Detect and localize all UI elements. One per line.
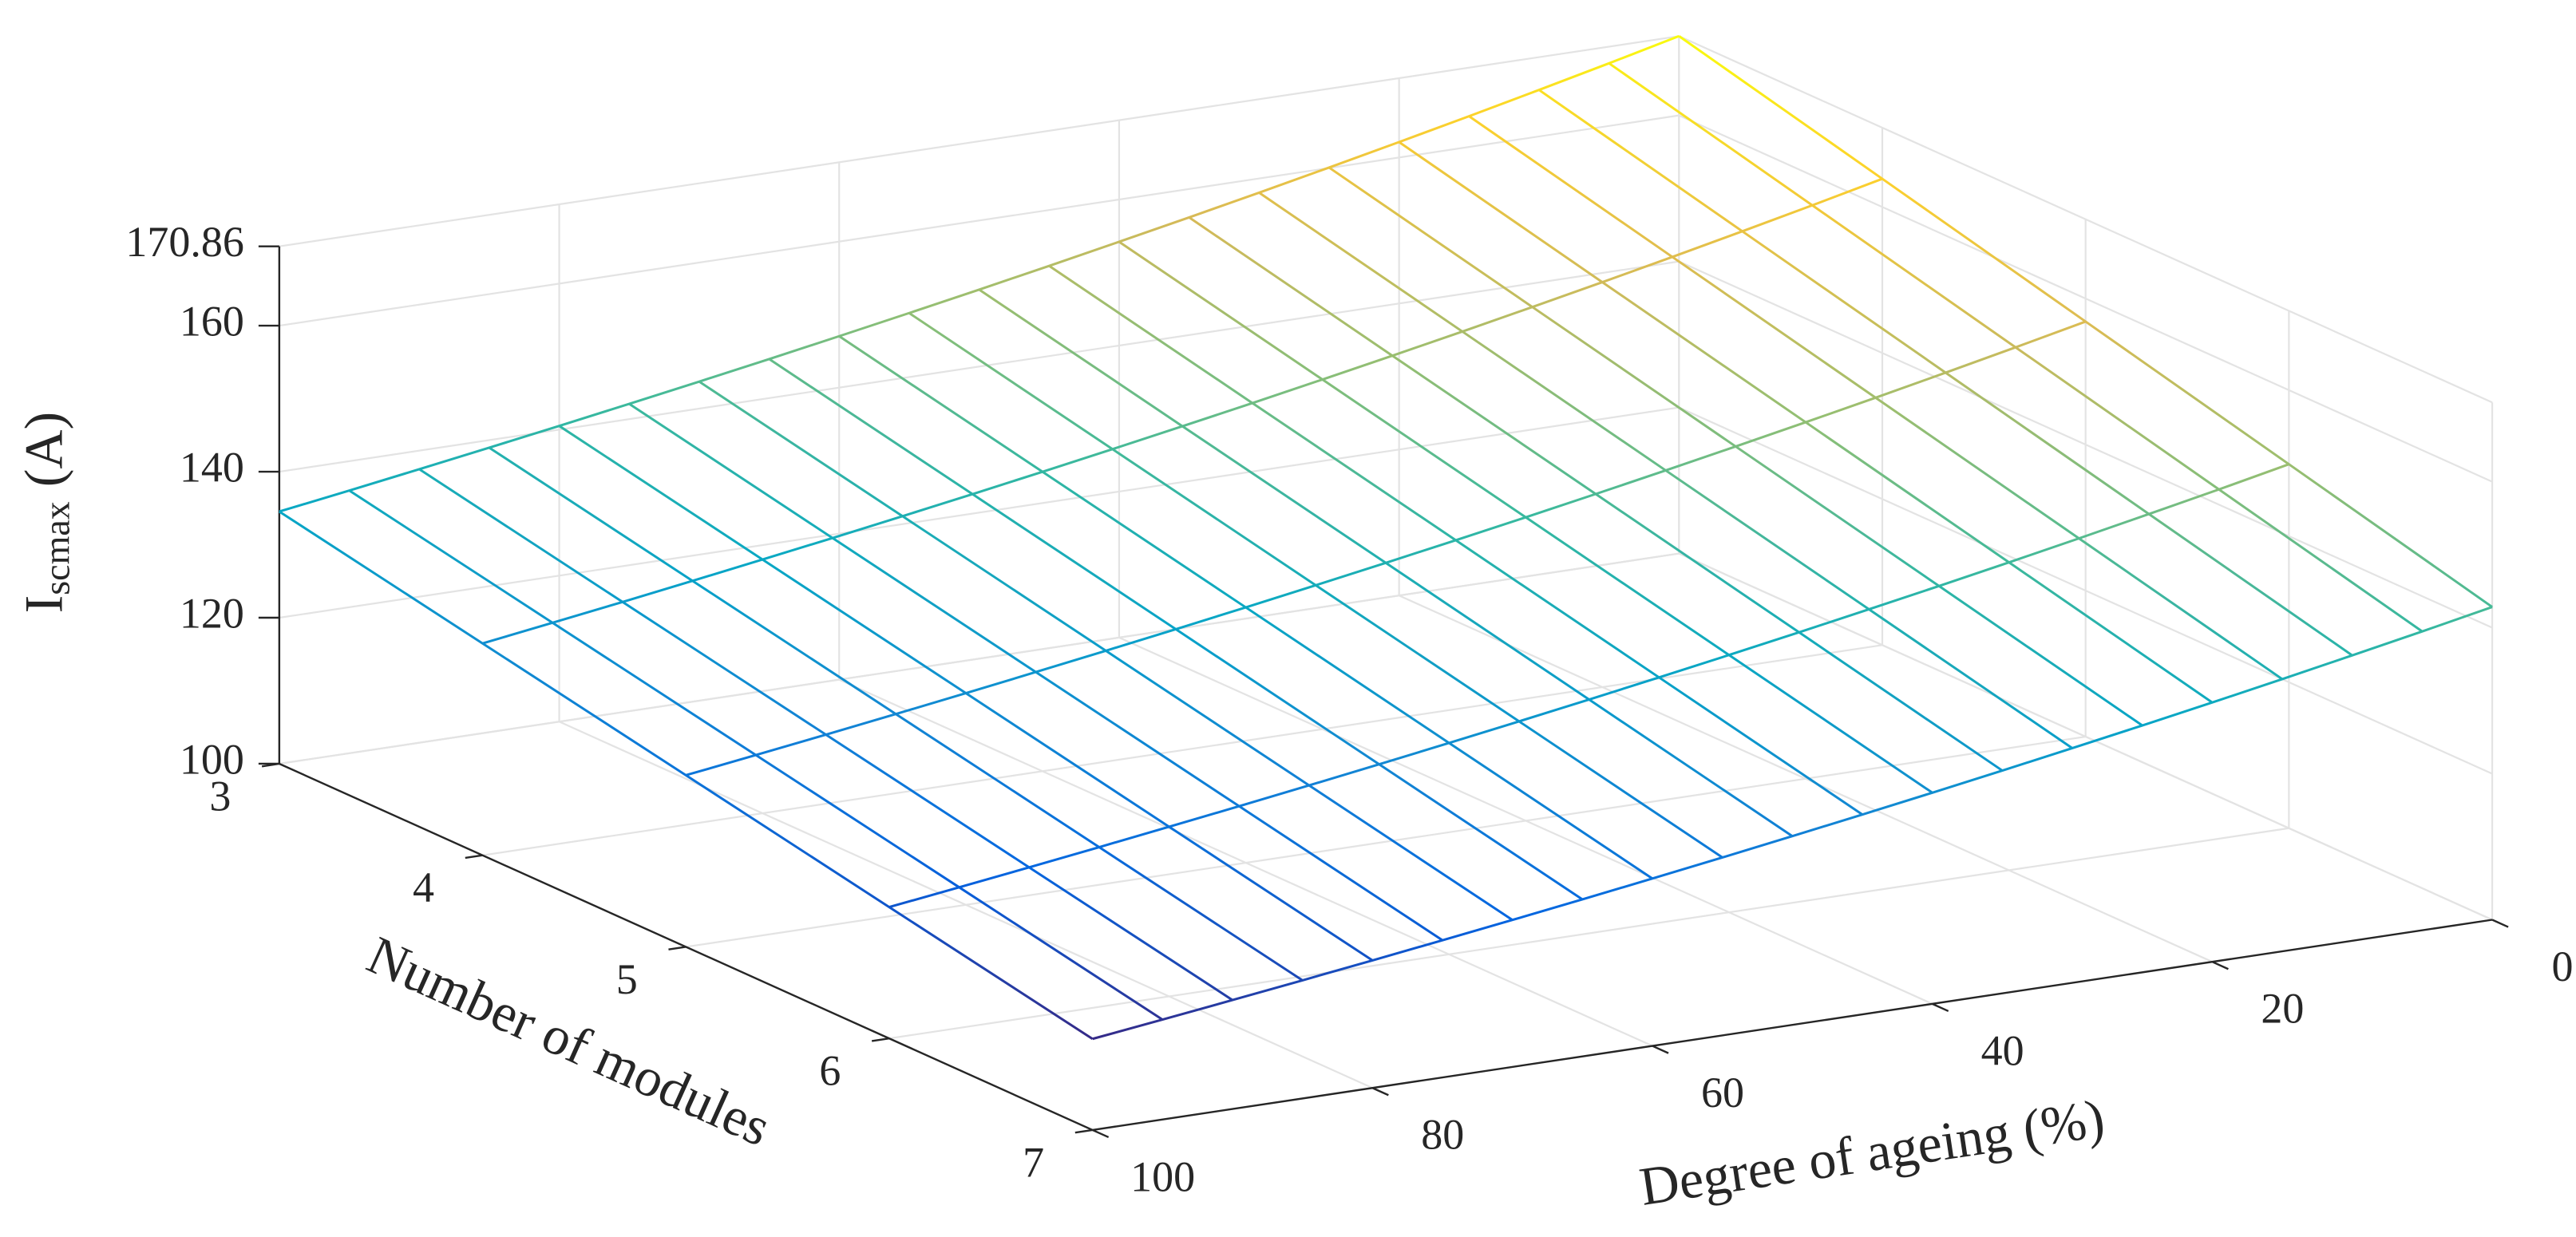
- y-tick: [668, 946, 687, 950]
- y-tick-label: 4: [413, 864, 434, 911]
- grid-line: [1678, 114, 2493, 483]
- y-tick: [261, 762, 280, 768]
- x-tick: [2211, 961, 2229, 970]
- z-title-subscript: scmax: [36, 501, 77, 595]
- mesh-line: [908, 312, 1723, 859]
- mesh-line: [888, 463, 2289, 909]
- x-tick-label: 40: [1981, 1026, 2024, 1074]
- mesh-line: [1538, 89, 2353, 657]
- mesh-line: [1398, 140, 2214, 704]
- mesh-line: [1188, 216, 2004, 772]
- y-tick: [871, 1037, 890, 1042]
- grid-line: [279, 114, 1680, 327]
- x-tick-label: 0: [2552, 943, 2574, 990]
- x-tick-label: 20: [2261, 985, 2304, 1033]
- mesh-line: [418, 468, 1233, 1002]
- mesh-line: [1092, 606, 2493, 1041]
- mesh-line: [628, 402, 1443, 942]
- mesh-line: [1608, 62, 2424, 633]
- z-tick-label: 120: [180, 589, 244, 637]
- mesh-line: [482, 177, 1883, 645]
- x-tick: [2491, 919, 2509, 928]
- mesh-line: [1258, 192, 2073, 749]
- grid-line: [1678, 406, 2493, 775]
- grid-line: [279, 552, 1680, 765]
- y-tick-label: 6: [819, 1047, 841, 1095]
- x-tick: [1932, 1002, 1949, 1013]
- x-tick-label: 100: [1130, 1152, 1195, 1200]
- x-tick-label: 60: [1701, 1069, 1744, 1116]
- y-tick-label: 7: [1023, 1138, 1044, 1186]
- z-tick-label: 170.86: [125, 218, 244, 266]
- mesh-line: [1678, 35, 2493, 608]
- mesh-line: [1048, 264, 1863, 816]
- mesh-line: [489, 446, 1304, 982]
- mesh-line: [279, 510, 1094, 1041]
- z-axis-title: Iscmax (A): [13, 412, 77, 614]
- y-tick: [1074, 1128, 1093, 1134]
- y-tick: [465, 854, 483, 860]
- z-title-symbol: I: [13, 595, 73, 614]
- grid-line: [279, 260, 1680, 473]
- x-tick: [1371, 1087, 1389, 1097]
- grid-line: [1678, 260, 2493, 629]
- x-tick: [1652, 1045, 1669, 1054]
- z-tick-label: 160: [180, 297, 244, 345]
- x-axis-line: [1092, 919, 2493, 1132]
- mesh-line: [1118, 240, 1933, 794]
- mesh-line: [698, 380, 1514, 921]
- grid-line: [1678, 35, 2493, 404]
- mesh-line: [348, 489, 1164, 1021]
- y-tick-label: 5: [616, 955, 638, 1003]
- mesh-line: [838, 335, 1653, 880]
- mesh-line: [1328, 166, 2143, 727]
- mesh-line: [978, 288, 1794, 837]
- mesh-line: [685, 320, 2087, 777]
- grid-line: [279, 406, 1680, 619]
- grid-line: [279, 35, 1680, 247]
- x-tick: [1092, 1128, 1110, 1139]
- mesh-line: [558, 425, 1374, 962]
- z-tick-label: 100: [180, 735, 244, 783]
- y-axis-title: Number of modules: [358, 924, 779, 1158]
- mesh-line: [1468, 115, 2283, 681]
- grid-line: [686, 735, 2086, 948]
- grid-line: [1678, 552, 2493, 921]
- z-title-unit: (A): [13, 412, 73, 487]
- y-tick-label: 3: [209, 772, 231, 820]
- z-tick-label: 140: [180, 443, 244, 491]
- grid-line: [888, 827, 2289, 1040]
- x-tick-label: 80: [1421, 1111, 1464, 1159]
- mesh-line: [768, 358, 1584, 901]
